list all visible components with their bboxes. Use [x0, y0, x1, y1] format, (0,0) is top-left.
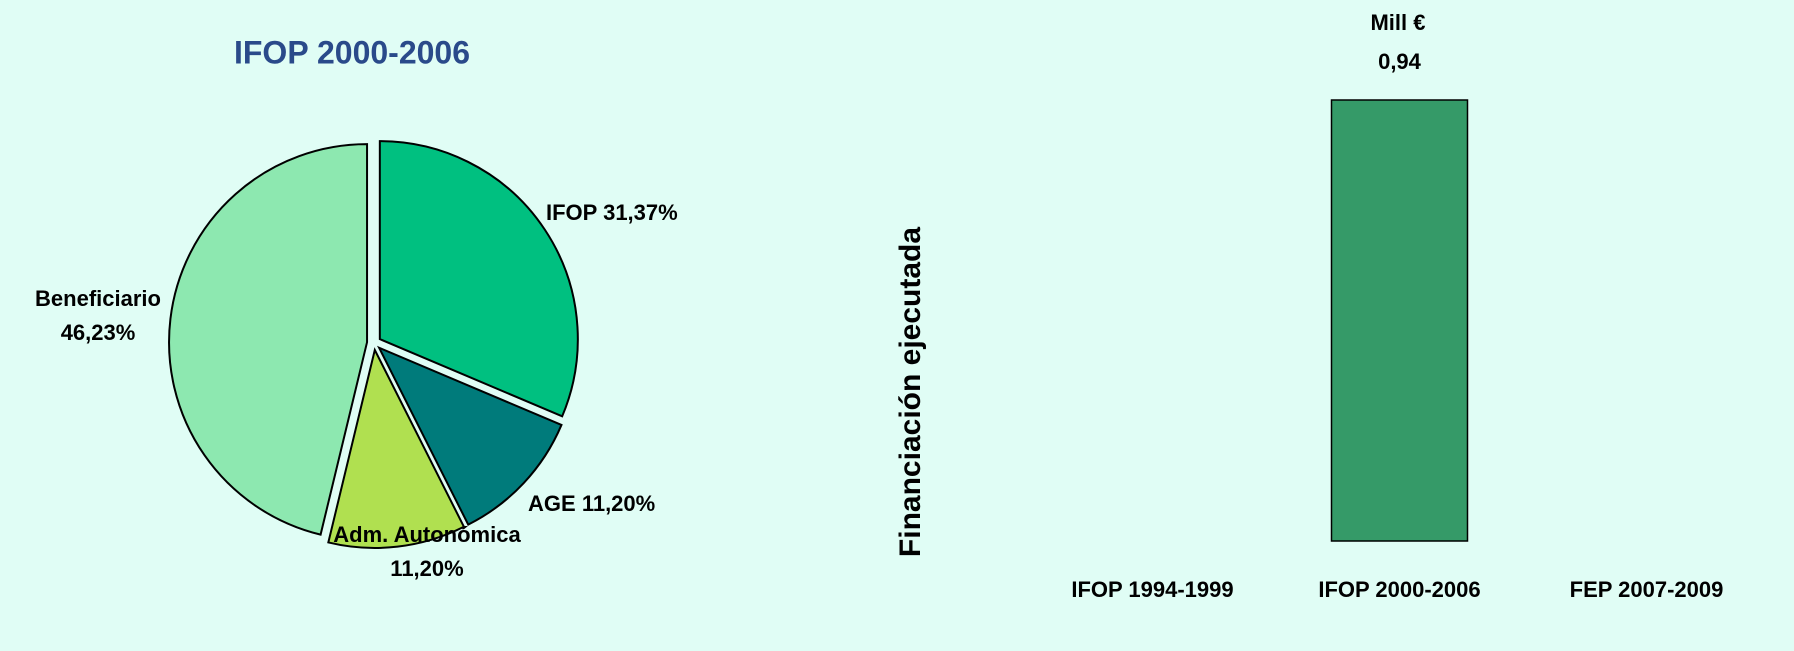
value-label: 0,94 [1378, 49, 1422, 74]
pie-title: IFOP 2000-2006 [234, 34, 470, 70]
pie-slice [378, 140, 579, 418]
slice-value-label: 31,37% [603, 200, 678, 225]
slice-label-group: AGE 11,20% [528, 491, 655, 516]
bar [1330, 99, 1469, 542]
slice-label: IFOP [546, 200, 597, 225]
unit-label: Mill € [1370, 10, 1425, 35]
slice-label: Beneficiario [35, 286, 161, 311]
slice-label: AGE [528, 491, 576, 516]
pie-slice [376, 345, 563, 526]
pie-slice [168, 143, 369, 536]
pie-slice [327, 347, 466, 549]
x-tick-label: IFOP 2000-2006 [1318, 577, 1480, 602]
slice-label: Adm. Autonómica [333, 522, 521, 547]
x-tick-label: FEP 2007-2009 [1570, 577, 1724, 602]
x-tick-label: IFOP 1994-1999 [1071, 577, 1233, 602]
slice-value-label: 11,20% [582, 491, 655, 516]
slice-label-group: IFOP 31,37% [546, 200, 678, 225]
y-axis-label: Financiación ejecutada [894, 227, 927, 557]
slice-value-label: 46,23% [61, 320, 136, 345]
slice-value-label: 11,20% [390, 556, 463, 581]
